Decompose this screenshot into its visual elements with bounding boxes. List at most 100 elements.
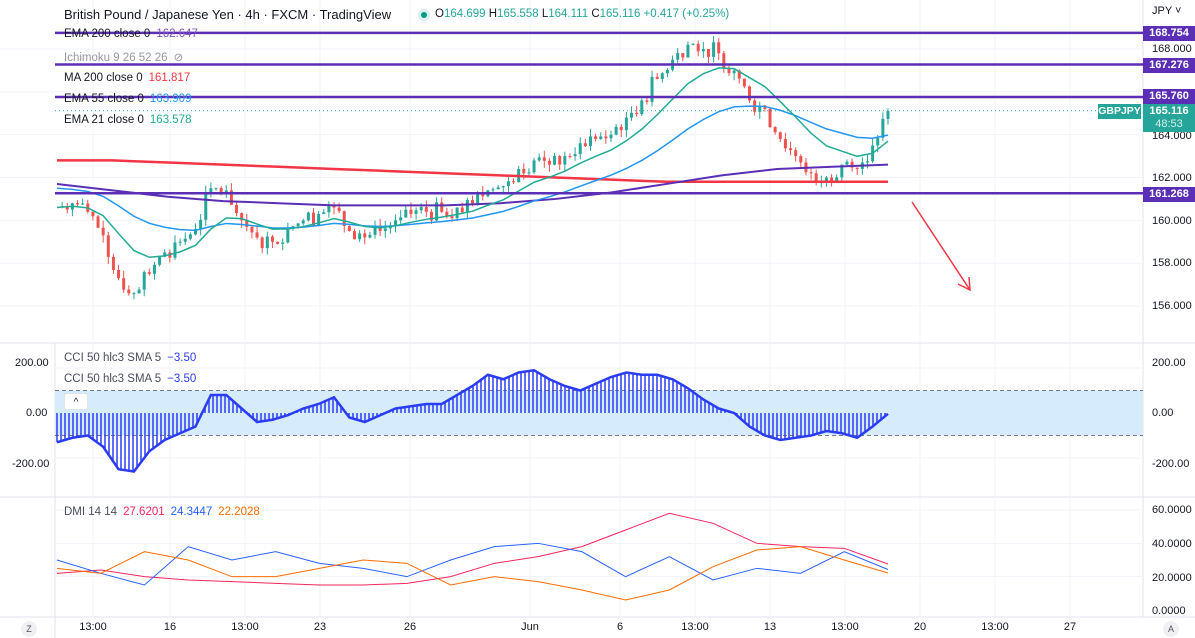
candle-body: [117, 269, 121, 279]
cci-tick-left: 0.00: [26, 407, 48, 419]
candle-body: [342, 211, 346, 226]
candle-body: [65, 206, 69, 210]
currency-selector[interactable]: JPY ˅: [1152, 5, 1182, 17]
time-tick: 23: [313, 621, 327, 633]
candle-body: [578, 143, 582, 155]
candle-body: [337, 207, 341, 212]
time-tick: 27: [1063, 621, 1077, 633]
candle-body: [676, 53, 680, 60]
symbol-tag: GBPJPY: [1098, 104, 1141, 119]
candle-body: [147, 272, 151, 274]
candle-body: [363, 233, 367, 238]
candle-body: [317, 213, 321, 226]
candle-body: [460, 207, 464, 213]
candle-body: [409, 209, 413, 214]
auto-scale-button[interactable]: A: [1163, 621, 1179, 637]
candle-body: [881, 118, 885, 138]
candle-body: [850, 161, 854, 168]
candle-body: [122, 278, 126, 290]
candle-body: [250, 226, 254, 233]
minus-di-line: [56, 546, 889, 601]
candle-body: [660, 73, 664, 79]
dmi-legend[interactable]: DMI 14 14 27.6201 24.3447 22.2028: [64, 506, 260, 518]
legend-ma200[interactable]: MA 200 close 0 161.817: [64, 72, 191, 84]
ema21-line: [56, 67, 889, 259]
candle-body: [260, 237, 264, 249]
zoom-button[interactable]: Z: [21, 621, 37, 637]
candle-body: [855, 167, 859, 169]
candle-body: [178, 241, 182, 243]
candle-body: [706, 49, 710, 57]
candle-body: [255, 232, 259, 238]
legend-ema21[interactable]: EMA 21 close 0 163.578: [64, 114, 192, 126]
candle-body: [127, 289, 131, 294]
candle-body: [588, 136, 592, 147]
cci-legend-1[interactable]: CCI 50 hlc3 SMA 5 −3.50: [64, 352, 197, 364]
candle-body: [886, 111, 890, 119]
candle-body: [204, 192, 208, 220]
candle-body: [727, 68, 731, 74]
candle-body: [450, 216, 454, 219]
candle-body: [712, 42, 716, 57]
candle-body: [532, 160, 536, 173]
candle-body: [76, 203, 80, 205]
cci-legend-2[interactable]: CCI 50 hlc3 SMA 5 −3.50: [64, 373, 197, 385]
dmi-tick: 40.0000: [1152, 538, 1192, 550]
candle-body: [840, 164, 844, 178]
candle-body: [619, 126, 623, 131]
cci-tick-left: -200.00: [12, 458, 50, 470]
candle-body: [137, 289, 141, 294]
candle-body: [152, 264, 156, 274]
candle-body: [506, 181, 510, 187]
dmi-tick: 20.0000: [1152, 572, 1192, 584]
candle-body: [296, 223, 300, 227]
candle-body: [865, 161, 869, 163]
candle-body: [142, 272, 146, 290]
candle-body: [845, 161, 849, 165]
legend-ema200[interactable]: EMA 200 close 0 162.647: [64, 28, 198, 40]
candle-body: [435, 202, 439, 221]
candle-body: [512, 181, 516, 183]
candle-body: [768, 108, 772, 128]
candle-body: [609, 134, 613, 139]
dmi-tick: 60.0000: [1152, 504, 1192, 516]
candle-body: [814, 173, 818, 183]
candle-body: [440, 202, 444, 212]
cci-tick: -200.00: [1152, 458, 1190, 470]
legend-ichimoku[interactable]: Ichimoku 9 26 52 26 ⊘: [64, 52, 184, 64]
candle-body: [501, 186, 505, 188]
candle-body: [824, 177, 828, 182]
candle-body: [394, 220, 398, 226]
cci-tick: 0.00: [1152, 407, 1174, 419]
candle-body: [229, 190, 233, 205]
candle-body: [594, 136, 598, 139]
level-tag: 161.268: [1143, 187, 1195, 202]
hidden-eye-icon[interactable]: ⊘: [173, 52, 184, 64]
candle-body: [799, 156, 803, 163]
candle-body: [111, 256, 115, 270]
candle-body: [876, 137, 880, 146]
cci-tick-left: 200.00: [15, 357, 49, 369]
candle-body: [353, 231, 357, 240]
candle-body: [240, 213, 244, 221]
candle-body: [414, 210, 418, 214]
candle-body: [568, 156, 572, 158]
candle-body: [830, 177, 834, 181]
candle-body: [132, 293, 136, 295]
legend-ema55[interactable]: EMA 55 close 0 163.909: [64, 93, 192, 105]
candle-body: [742, 78, 746, 87]
cci-tick: 200.00: [1152, 357, 1186, 369]
candle-body: [655, 76, 659, 79]
candle-body: [737, 70, 741, 79]
arrow-head-icon: [957, 276, 971, 292]
time-tick: Jun: [521, 621, 539, 633]
collapse-button[interactable]: ^: [64, 393, 88, 410]
candle-body: [322, 212, 326, 214]
candle-body: [358, 233, 362, 240]
price-tick: 156.000: [1152, 300, 1192, 312]
time-tick: 13:00: [79, 621, 107, 633]
time-tick: 20: [913, 621, 927, 633]
time-tick: 13:00: [681, 621, 709, 633]
candle-body: [553, 155, 557, 165]
